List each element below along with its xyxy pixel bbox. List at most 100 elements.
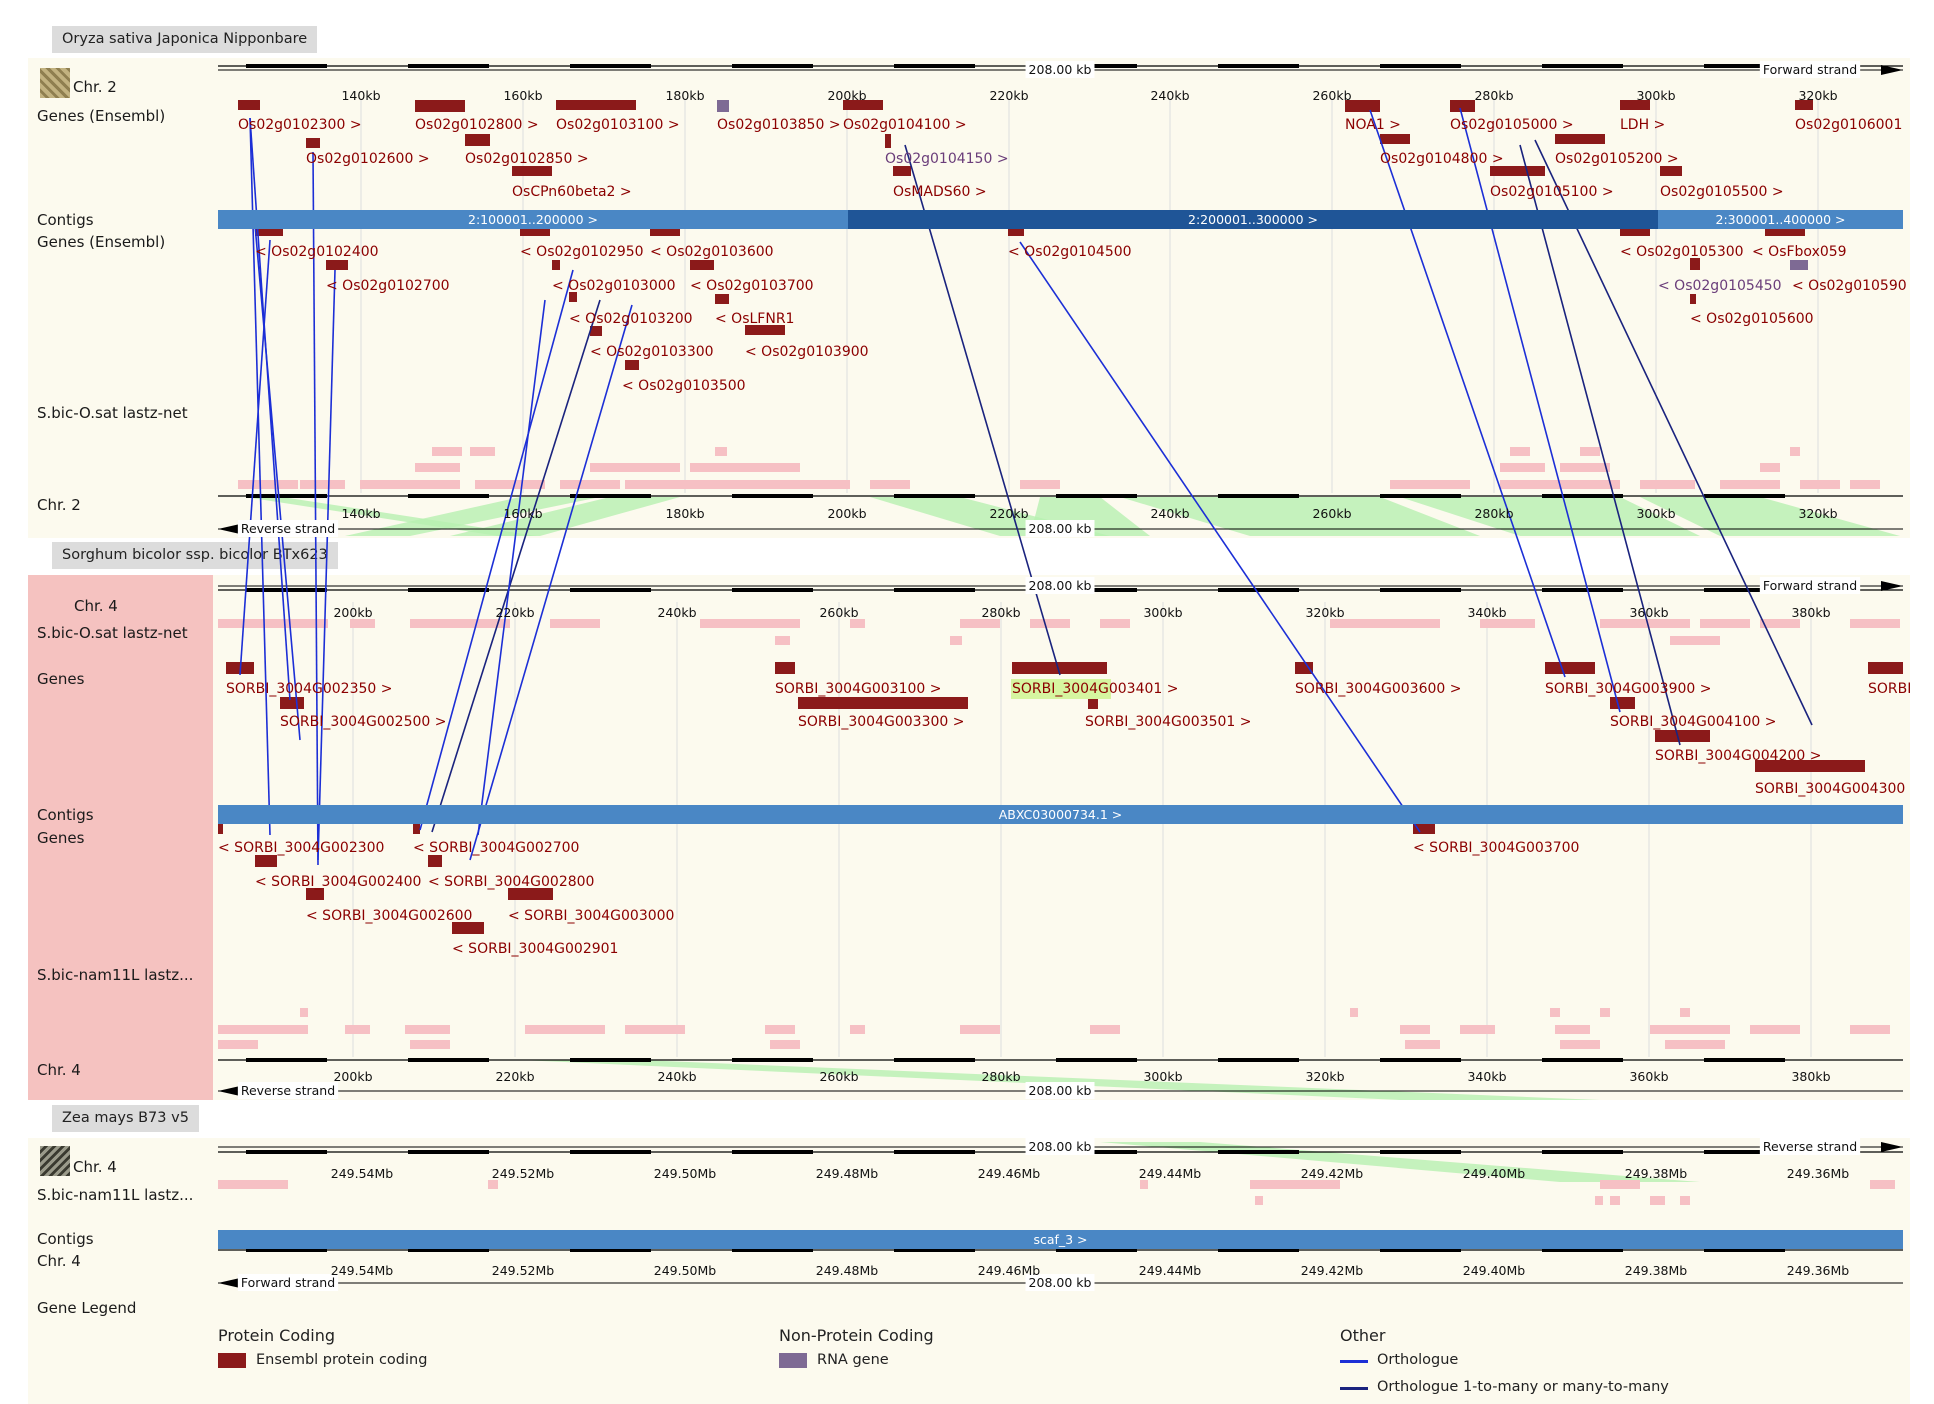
sbic-lastz-bottom-row1-8	[1090, 1025, 1120, 1034]
osat-gene-fwd-9[interactable]: OsMADS60 >	[893, 184, 987, 200]
gene-block-11	[1380, 134, 1410, 144]
osat-gene-rev-8[interactable]: < Os02g0103700	[690, 278, 814, 294]
osat-gene-fwd-10[interactable]: NOA1 >	[1345, 117, 1401, 133]
osat-ruler-bottom-seg-10	[1056, 494, 1137, 498]
osat-gene-rev-16[interactable]: < Os02g0105600	[1690, 311, 1814, 327]
osat-gene-fwd-17[interactable]: Os02g0106001	[1795, 117, 1903, 133]
osat-gene-rev-3[interactable]: < Os02g0103000	[552, 278, 676, 294]
osat-gene-fwd-7[interactable]: Os02g0104100 >	[843, 117, 967, 133]
osat-lastz-row1-12	[1560, 480, 1620, 489]
sbic-bottom-tick-7: 340kb	[1467, 1069, 1507, 1084]
osat-gene-rev-10[interactable]: < Os02g0103900	[745, 344, 869, 360]
sbic-gene-fwd-11[interactable]: SORBI	[1868, 681, 1912, 697]
gene-block-48	[255, 855, 277, 867]
zmay-contig[interactable]: scaf_3 >	[218, 1230, 1903, 1249]
osat-gene-fwd-12[interactable]: Os02g0105000 >	[1450, 117, 1574, 133]
osat-gene-fwd-5[interactable]: Os02g0103100 >	[556, 117, 680, 133]
zmay-top-tick-6: 249.42Mb	[1300, 1166, 1364, 1181]
osat-gene-fwd-16[interactable]: Os02g0105500 >	[1660, 184, 1784, 200]
sbic-gene-rev-6[interactable]: < SORBI_3004G003000	[508, 908, 675, 924]
legend-protein-coding-title: Protein Coding	[218, 1326, 336, 1345]
sbic-gene-rev-4[interactable]: < SORBI_3004G002800	[428, 874, 595, 890]
sbic-gene-fwd-8[interactable]: SORBI_3004G004100 >	[1610, 714, 1777, 730]
orthologue-line-15	[254, 224, 301, 741]
zmay-lastz-row2-1	[1595, 1196, 1603, 1205]
osat-gene-rev-4[interactable]: < Os02g0103200	[569, 311, 693, 327]
osat-gene-fwd-8[interactable]: Os02g0104150 >	[885, 151, 1009, 167]
sbic-gene-fwd-3[interactable]: SORBI_3004G003300 >	[798, 714, 965, 730]
osat-gene-fwd-1[interactable]: Os02g0102600 >	[306, 151, 430, 167]
sbic-lastz-bottom-row1-6	[850, 1025, 865, 1034]
species-tab-zmay[interactable]: Zea mays B73 v5	[52, 1105, 199, 1132]
osat-contig-3[interactable]: 2:300001..400000 >	[1658, 210, 1903, 229]
osat-gene-rev-2[interactable]: < Os02g0102950	[520, 244, 644, 260]
osat-gene-rev-1[interactable]: < Os02g0102700	[326, 278, 450, 294]
sbic-gene-fwd-9[interactable]: SORBI_3004G004200 >	[1655, 748, 1822, 764]
osat-bottom-tick-8: 300kb	[1636, 506, 1676, 521]
sbic-gene-rev-5[interactable]: < SORBI_3004G002901	[452, 941, 619, 957]
osat-gene-rev-13[interactable]: < OsFbox059	[1752, 244, 1847, 260]
sbic-gene-fwd-5[interactable]: SORBI_3004G003501 >	[1085, 714, 1252, 730]
zmay-ruler-top-seg-10	[1056, 1150, 1137, 1154]
sbic-lastz-top-row2-1	[950, 636, 962, 645]
sbic-gene-rev-3[interactable]: < SORBI_3004G002700	[413, 840, 580, 856]
osat-lastz-row3-5	[1790, 447, 1800, 456]
osat-lastz-row2-2	[690, 463, 780, 472]
osat-gene-fwd-3[interactable]: Os02g0102850 >	[465, 151, 589, 167]
osat-gene-rev-15[interactable]: < Os02g010590	[1792, 278, 1907, 294]
osat-gene-fwd-4[interactable]: OsCPn60beta2 >	[512, 184, 632, 200]
osat-gene-fwd-2[interactable]: Os02g0102800 >	[415, 117, 539, 133]
sbic-gene-rev-2[interactable]: < SORBI_3004G002600	[306, 908, 473, 924]
sbic-gene-fwd-6[interactable]: SORBI_3004G003600 >	[1295, 681, 1462, 697]
osat-gene-fwd-15[interactable]: LDH >	[1620, 117, 1666, 133]
osat-gene-rev-11[interactable]: < Os02g0104500	[1008, 244, 1132, 260]
osat-lastz-label: S.bic-O.sat lastz-net	[37, 404, 188, 422]
gene-block-27	[715, 294, 729, 304]
osat-gene-rev-0[interactable]: < Os02g0102400	[255, 244, 379, 260]
osat-gene-rev-14[interactable]: < Os02g0105450	[1658, 278, 1782, 294]
sbic-contig[interactable]: ABXC03000734.1 >	[218, 805, 1903, 824]
osat-bottom-tick-0: 140kb	[341, 506, 381, 521]
osat-gene-rev-12[interactable]: < Os02g0105300	[1620, 244, 1744, 260]
sbic-gene-fwd-4[interactable]: SORBI_3004G003401 >	[1012, 681, 1179, 697]
osat-ruler-top-seg-6	[732, 64, 813, 68]
species-tab-osat[interactable]: Oryza sativa Japonica Nipponbare	[52, 26, 318, 53]
osat-ruler-bottom-seg-14	[1380, 494, 1461, 498]
osat-lastz-row1-6	[690, 480, 785, 489]
sbic-gene-rev-0[interactable]: < SORBI_3004G002300	[218, 840, 385, 856]
osat-ruler-bottom-seg-12	[1218, 494, 1299, 498]
sbic-gene-fwd-0[interactable]: SORBI_3004G002350 >	[226, 681, 393, 697]
osat-gene-fwd-11[interactable]: Os02g0104800 >	[1380, 151, 1504, 167]
osat-gene-rev-6[interactable]: < Os02g0103500	[622, 378, 746, 394]
zmay-chr-bottom-label: Chr. 4	[37, 1252, 81, 1270]
osat-contig-2[interactable]: 2:200001..300000 >	[848, 210, 1658, 229]
osat-gene-rev-9[interactable]: < OsLFNR1	[715, 311, 795, 327]
sbic-lastz-top-row2-0	[775, 636, 790, 645]
zmay-ruler-bottom-seg-10	[1056, 1248, 1137, 1252]
osat-lastz-row3-4	[1580, 447, 1600, 456]
sbic-lastz-bottom-row2-5	[1665, 1040, 1725, 1049]
osat-gene-fwd-6[interactable]: Os02g0103850 >	[717, 117, 841, 133]
sbic-gene-fwd-1[interactable]: SORBI_3004G002500 >	[280, 714, 447, 730]
sbic-gene-rev-1[interactable]: < SORBI_3004G002400	[255, 874, 422, 890]
osat-gene-fwd-14[interactable]: Os02g0105200 >	[1555, 151, 1679, 167]
osat-ruler-top-seg-10	[1056, 64, 1137, 68]
legend-orthologue-many-item: Orthologue 1-to-many or many-to-many	[1377, 1379, 1669, 1395]
osat-gene-fwd-0[interactable]: Os02g0102300 >	[238, 117, 362, 133]
sbic-gene-rev-7[interactable]: < SORBI_3004G003700	[1413, 840, 1580, 856]
sbic-gene-fwd-7[interactable]: SORBI_3004G003900 >	[1545, 681, 1712, 697]
gene-block-13	[1490, 166, 1545, 176]
sbic-gene-fwd-2[interactable]: SORBI_3004G003100 >	[775, 681, 942, 697]
osat-lastz-row1-4	[560, 480, 620, 489]
osat-gene-fwd-13[interactable]: Os02g0105100 >	[1490, 184, 1614, 200]
sbic-gene-fwd-10[interactable]: SORBI_3004G004300	[1755, 781, 1906, 797]
sbic-lastz-top-row1-3	[550, 619, 600, 628]
osat-lastz-row1-8	[870, 480, 910, 489]
zmay-ruler-bottom-seg-14	[1380, 1248, 1461, 1252]
zmay-length-top-bg	[1025, 1138, 1095, 1155]
osat-gene-rev-7[interactable]: < Os02g0103600	[650, 244, 774, 260]
osat-contig-1[interactable]: 2:100001..200000 >	[218, 210, 848, 229]
zmay-bottom-tick-5: 249.44Mb	[1138, 1263, 1202, 1278]
osat-gene-rev-5[interactable]: < Os02g0103300	[590, 344, 714, 360]
sbic-forward-strand: Forward strand	[1763, 578, 1857, 593]
